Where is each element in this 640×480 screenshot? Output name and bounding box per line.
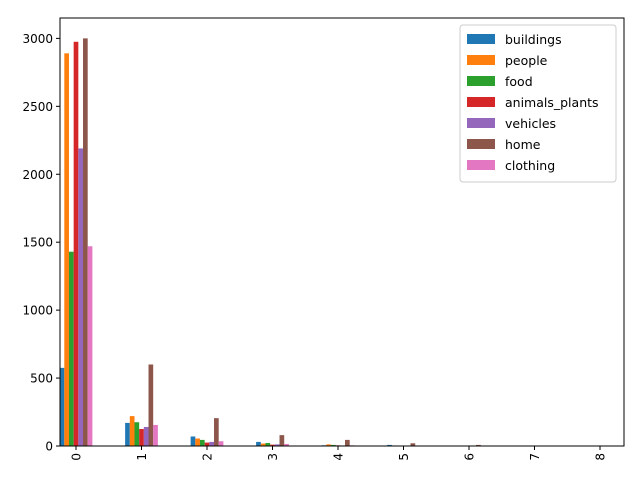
legend-box bbox=[459, 24, 617, 183]
legend-label-animals_plants: animals_plants bbox=[505, 95, 599, 110]
x-tick-label: 4 bbox=[332, 453, 346, 461]
bar-home-0 bbox=[83, 38, 88, 446]
legend-label-buildings: buildings bbox=[505, 32, 562, 47]
legend-label-people: people bbox=[505, 53, 548, 68]
axes-frame bbox=[59, 17, 625, 447]
bar-people-1 bbox=[129, 416, 135, 446]
bar-food-4 bbox=[330, 444, 336, 446]
x-tick-label: 6 bbox=[463, 453, 477, 461]
bar-people-0 bbox=[64, 53, 69, 446]
x-axis: 0 1 2 3 4 5 6 7 8 bbox=[70, 446, 608, 461]
legend-swatch-buildings bbox=[467, 34, 495, 44]
x-tick-label: 3 bbox=[266, 453, 280, 461]
bar-buildings-0 bbox=[59, 367, 65, 446]
bar-food-0 bbox=[68, 251, 74, 446]
x-tick-label: 0 bbox=[70, 453, 84, 461]
bar-buildings-5 bbox=[387, 444, 392, 446]
bar-buildings-1 bbox=[125, 422, 130, 446]
bar-vehicles-3 bbox=[274, 444, 280, 446]
bar-food-2 bbox=[199, 439, 205, 446]
bar-people-3 bbox=[260, 443, 266, 446]
x-tick-label: 8 bbox=[594, 453, 608, 461]
bar-vehicles-1 bbox=[143, 426, 149, 446]
bar-home-3 bbox=[279, 435, 285, 446]
legend-swatch-food bbox=[467, 76, 495, 86]
legend-label-home: home bbox=[505, 137, 541, 152]
bar-clothing-1 bbox=[153, 424, 158, 446]
legend-swatch-vehicles bbox=[467, 118, 495, 128]
x-tick-label: 5 bbox=[397, 453, 411, 461]
bar-food-1 bbox=[134, 422, 140, 446]
bar-clothing-0 bbox=[87, 246, 93, 446]
legend-label-food: food bbox=[505, 74, 533, 89]
legend-label-clothing: clothing bbox=[505, 158, 555, 173]
bar-home-2 bbox=[214, 418, 219, 446]
x-tick-label: 7 bbox=[528, 453, 542, 461]
bar-home-5 bbox=[410, 443, 416, 446]
y-tick-label: 1500 bbox=[22, 236, 53, 250]
y-tick-label: 2500 bbox=[22, 100, 53, 114]
bar-buildings-3 bbox=[256, 441, 261, 446]
y-tick-label: 2000 bbox=[22, 168, 53, 182]
bar-home-6 bbox=[476, 444, 481, 446]
legend-swatch-home bbox=[467, 139, 495, 149]
x-tick-label: 2 bbox=[201, 453, 215, 461]
bar-vehicles-2 bbox=[209, 441, 215, 446]
bar-clothing-2 bbox=[218, 441, 224, 446]
bar-buildings-2 bbox=[190, 436, 196, 446]
bar-clothing-3 bbox=[284, 443, 289, 446]
y-axis: 0 500 1000 1500 2000 2500 3000 bbox=[22, 32, 60, 454]
bar-animals_plants-3 bbox=[270, 444, 275, 446]
y-tick-label: 0 bbox=[45, 440, 53, 454]
legend: buildings people food animals_plantsvehicle… bbox=[459, 24, 617, 183]
legend-label-vehicles: vehicles bbox=[505, 116, 556, 131]
bar-vehicles-0 bbox=[78, 148, 84, 446]
bar-animals_plants-0 bbox=[73, 41, 79, 446]
y-tick-label: 3000 bbox=[22, 32, 53, 46]
y-tick-label: 1000 bbox=[22, 304, 53, 318]
bar-people-4 bbox=[326, 444, 331, 446]
legend-swatch-people bbox=[467, 55, 495, 65]
bar-food-3 bbox=[265, 443, 271, 446]
y-tick-label: 500 bbox=[30, 372, 53, 386]
bars-group bbox=[59, 38, 612, 446]
bar-people-2 bbox=[195, 438, 200, 446]
bar-home-1 bbox=[148, 364, 154, 446]
legend-swatch-animals_plants bbox=[467, 97, 495, 107]
bar-animals_plants-1 bbox=[139, 429, 144, 446]
x-tick-label: 1 bbox=[135, 453, 149, 461]
bar-animals_plants-2 bbox=[204, 442, 210, 446]
bar-home-4 bbox=[345, 439, 350, 446]
legend-swatch-clothing bbox=[467, 160, 495, 170]
